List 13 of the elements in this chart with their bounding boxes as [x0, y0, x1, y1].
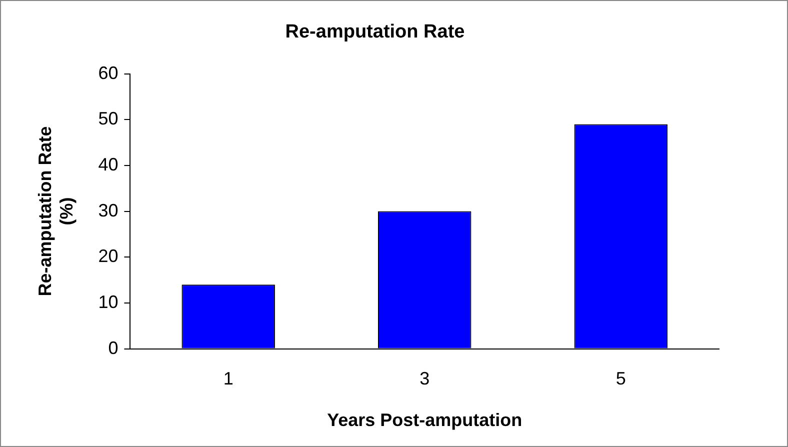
- x-tick-label: 1: [223, 368, 234, 389]
- y-tick-label: 60: [98, 62, 118, 83]
- y-tick-label: 40: [98, 154, 118, 174]
- y-tick-label: 0: [108, 338, 118, 358]
- x-axis-title: Years Post-amputation: [327, 410, 522, 430]
- chart-title: Re-amputation Rate: [285, 22, 465, 43]
- y-tick-label: 10: [98, 292, 118, 312]
- x-tick-label: 3: [420, 368, 430, 389]
- x-tick-label: 5: [616, 368, 626, 389]
- y-axis-title: Re-amputation Rate (%): [34, 126, 76, 296]
- y-tick-label: 30: [98, 200, 118, 220]
- y-tick-label: 20: [98, 246, 118, 266]
- y-tick-label: 50: [98, 108, 118, 129]
